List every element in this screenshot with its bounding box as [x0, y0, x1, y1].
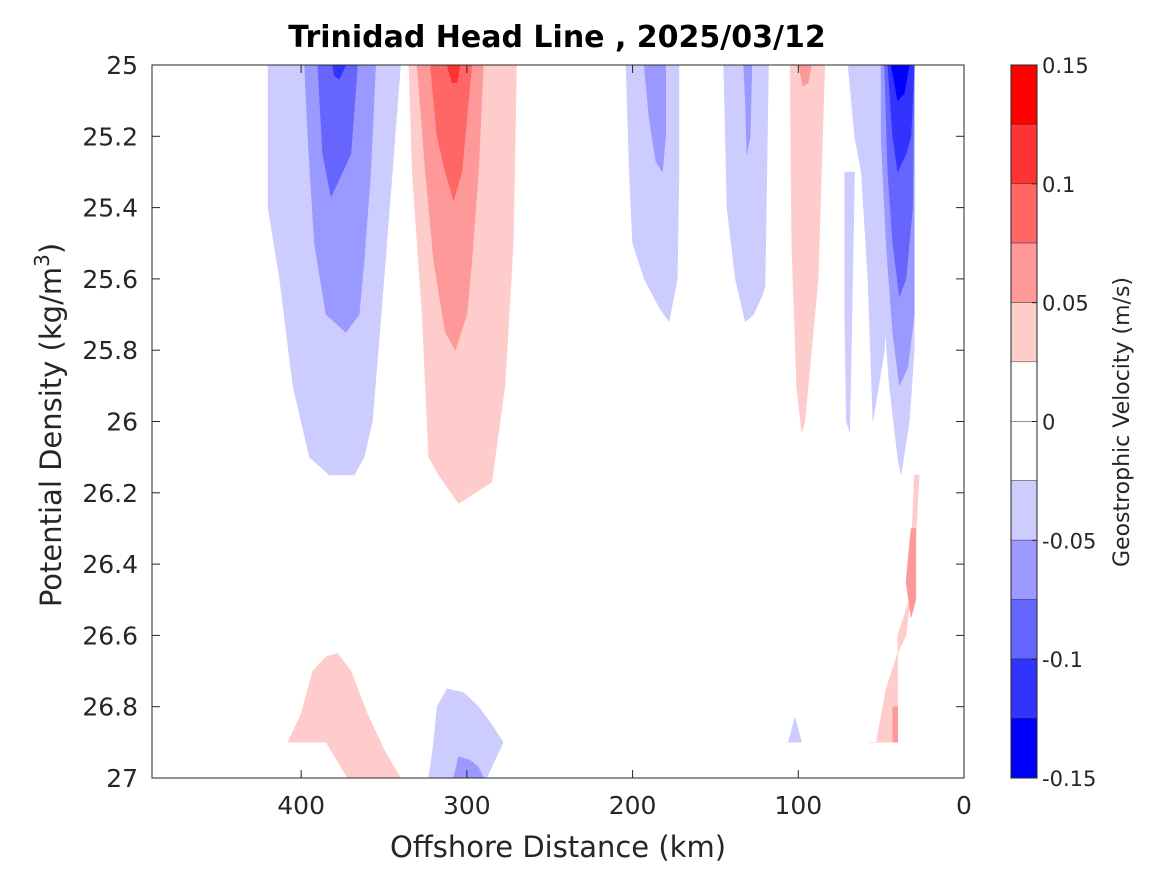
contour-region-shelf-positive-l1	[789, 64, 826, 433]
colorbar-label: Geostrophic Velocity (m/s)	[1110, 277, 1135, 567]
y-tick-label: 26.6	[82, 621, 138, 650]
y-axis-label-superscript: 3	[30, 254, 54, 267]
chart-title: Trinidad Head Line , 2025/03/12	[288, 20, 825, 55]
y-tick-label: 25	[106, 51, 138, 80]
colorbar-tick-label: 0.05	[1042, 292, 1089, 316]
contour-region-nearshore-negative-l1b	[844, 171, 855, 433]
y-axis-label: Potential Density (kg/m3)	[30, 243, 68, 607]
contour-region-deep-coastal-positive-l3	[892, 706, 898, 743]
colorbar-tick-label: 0.1	[1042, 173, 1075, 197]
plot-area: 400 300 200 100 0 25 25.2 25.4 25.6 25.8 26 26.2 26…	[82, 51, 972, 820]
colorbar-swatch	[1011, 302, 1037, 363]
x-tick-label: 300	[443, 791, 491, 820]
x-axis-label: Offshore Distance (km)	[390, 830, 726, 864]
x-tick-label: 200	[609, 791, 657, 820]
contour-region-deep-shelf-negative-l1	[787, 716, 802, 743]
colorbar-tick-label: -0.15	[1042, 767, 1096, 791]
colorbar-swatch	[1011, 124, 1037, 184]
y-tick-label: 25.2	[82, 122, 138, 151]
x-tick-label: 0	[956, 791, 972, 820]
x-tick-label: 100	[774, 791, 822, 820]
colorbar-swatch	[1011, 65, 1037, 125]
colorbar-swatch	[1011, 659, 1037, 719]
colorbar-swatch	[1011, 599, 1037, 660]
colorbar-swatch	[1011, 718, 1037, 778]
contour-region-jet-positive-l3	[430, 64, 473, 202]
y-tick-label: 26.2	[82, 479, 138, 508]
contour-region-deep-mid-negative-l1	[428, 688, 504, 779]
y-axis: 25 25.2 25.4 25.6 25.8 26 26.2 26.4 26.6 26.8 27	[82, 51, 964, 793]
colorbar: 0.15 0.1 0.05 0 -0.05 -0.1 -0.15 Geostrophic V…	[1010, 54, 1135, 791]
colorbar-tick-label: 0	[1042, 411, 1055, 435]
y-axis-label-suffix: )	[34, 243, 68, 254]
colorbar-swatch	[1011, 540, 1037, 600]
colorbar-tick-label: -0.05	[1042, 529, 1096, 553]
colorbar-tick-label: -0.1	[1042, 648, 1083, 672]
contour-region-deep-coastal-positive-l2	[905, 528, 917, 618]
y-axis-label-main: Potential Density (kg/m	[34, 267, 68, 607]
colorbar-ticks: 0.15 0.1 0.05 0 -0.05 -0.1 -0.15	[1032, 54, 1096, 791]
y-tick-label: 26.4	[82, 550, 138, 579]
colorbar-swatch	[1011, 362, 1037, 422]
x-axis: 400 300 200 100 0	[277, 65, 972, 820]
x-tick-label: 400	[277, 791, 325, 820]
colorbar-swatch	[1011, 480, 1037, 541]
contour-layer	[267, 64, 920, 779]
contour-region-inner-negative-l1	[723, 64, 769, 323]
colorbar-swatches	[1011, 65, 1037, 779]
colorbar-swatch	[1011, 183, 1037, 244]
y-tick-label: 25.8	[82, 336, 138, 365]
y-tick-label: 25.4	[82, 194, 138, 223]
contour-region-deep-offshore-positive-l1	[287, 652, 402, 779]
y-tick-label: 25.6	[82, 265, 138, 294]
y-tick-label: 26.8	[82, 693, 138, 722]
colorbar-swatch	[1011, 243, 1037, 303]
colorbar-tick-label: 0.15	[1042, 54, 1089, 78]
contour-region-jet-positive-l2	[416, 64, 484, 351]
y-tick-label: 26	[106, 408, 138, 437]
colorbar-swatch	[1011, 421, 1037, 481]
y-tick-label: 27	[106, 764, 138, 793]
